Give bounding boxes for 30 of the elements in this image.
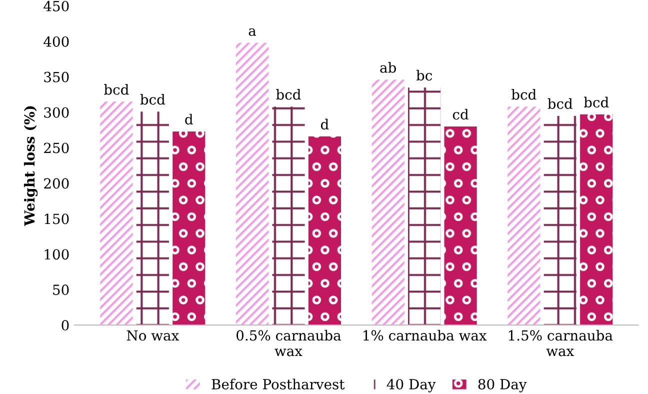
data-label: bcd [276, 89, 301, 100]
legend-label: 80 Day [478, 378, 527, 392]
data-label: ab [380, 62, 396, 73]
y-tick-label: 100 [44, 249, 69, 260]
data-label: bcd [104, 84, 129, 95]
data-label: bcd [140, 94, 166, 105]
y-tick-label: 200 [44, 178, 69, 189]
x-tick-label: 0.5% carnauba wax [236, 330, 341, 356]
x-tick-label: 1.5% carnauba wax [508, 330, 613, 356]
data-label: cd [452, 108, 468, 120]
data-label: bcd [548, 98, 573, 109]
legend-label: Before Postharvest [212, 378, 345, 390]
y-tick-label: 0 [62, 320, 69, 331]
y-axis-title: Weight loss (%) [24, 106, 38, 226]
y-tick-label: 50 [53, 284, 69, 296]
data-label: d [320, 118, 329, 130]
data-label: a [248, 28, 256, 36]
y-tick-label: 150 [44, 214, 69, 224]
data-label: d [185, 114, 193, 125]
data-label: bcd [512, 89, 536, 100]
data-label: bcd [584, 96, 609, 108]
y-tick-label: 250 [44, 142, 69, 154]
y-tick-label: 300 [44, 107, 69, 118]
data-label: bc [416, 70, 432, 81]
legend-label: 40 Day [386, 378, 436, 392]
y-tick-label: 450 [44, 0, 69, 12]
x-tick-label: 1% carnauba wax [364, 330, 487, 341]
y-tick-label: 350 [44, 72, 69, 82]
x-tick-label: No wax [126, 330, 179, 341]
y-tick-label: 400 [44, 36, 69, 47]
